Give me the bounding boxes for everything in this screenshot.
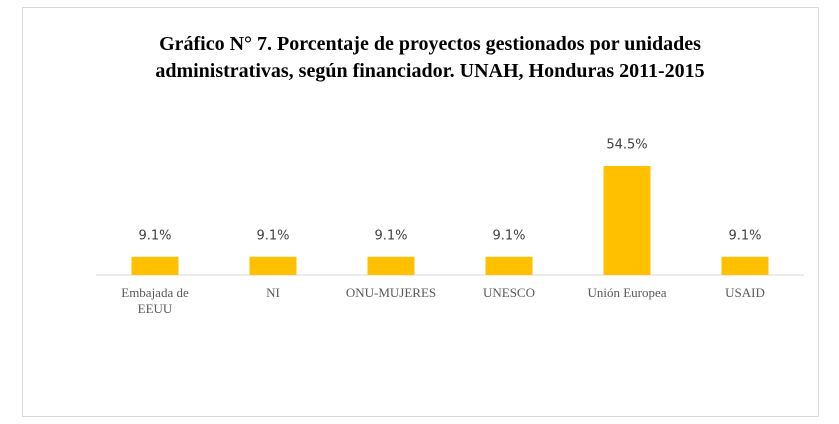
bar	[485, 256, 533, 275]
title-box: Gráfico N° 7. Porcentaje de proyectos ge…	[155, 33, 705, 82]
x-label-box: Embajada de EEUU	[121, 285, 189, 316]
bar	[603, 166, 651, 275]
value-label: 9.1%	[492, 228, 525, 243]
x-tick-label: USAID	[725, 285, 765, 300]
x-tick-label: Unión Europea	[587, 285, 667, 300]
x-tick-label: Embajada de EEUU	[121, 285, 189, 316]
value-label: 9.1%	[374, 228, 407, 243]
chart-frame	[22, 7, 819, 417]
x-label-box: UNESCO	[482, 285, 535, 300]
x-tick-label: ONU-MUJERES	[345, 285, 437, 300]
x-tick-label: NI	[266, 285, 280, 300]
bar	[131, 256, 179, 275]
value-label: 9.1%	[256, 228, 289, 243]
x-label-box: NI	[266, 285, 280, 300]
value-label: 9.1%	[728, 228, 761, 243]
bar	[249, 256, 297, 275]
x-label-box: USAID	[725, 285, 765, 300]
chart-title: Gráfico N° 7. Porcentaje de proyectos ge…	[155, 33, 705, 82]
value-label: 54.5%	[606, 138, 647, 153]
x-label-box: Unión Europea	[587, 285, 667, 300]
bar	[367, 256, 415, 275]
x-tick-label: UNESCO	[482, 285, 535, 300]
value-label: 9.1%	[138, 228, 171, 243]
x-label-box: ONU-MUJERES	[345, 285, 437, 300]
bar	[721, 256, 769, 275]
